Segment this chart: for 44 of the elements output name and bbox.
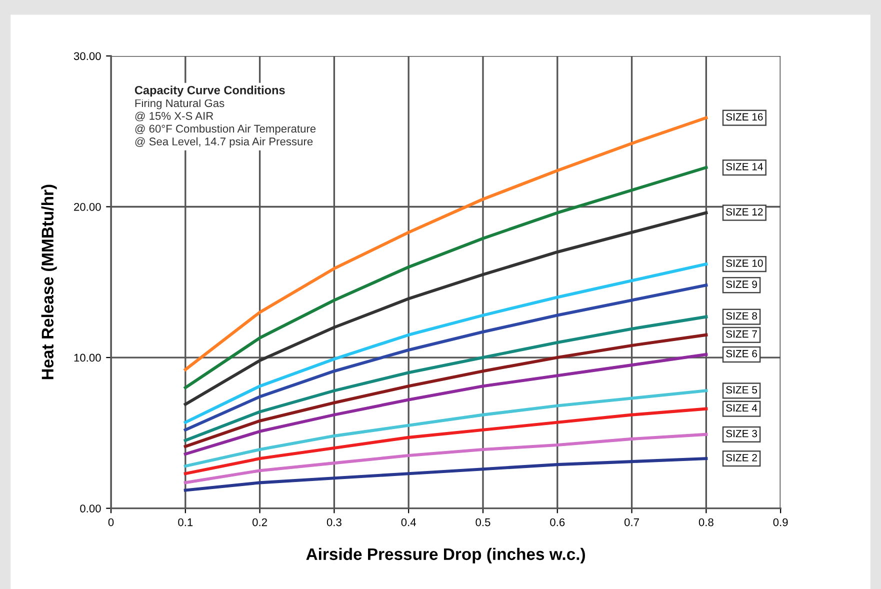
line-series: [184, 389, 708, 468]
line-series: [184, 457, 708, 492]
x-tick-label: 0.8: [698, 518, 714, 526]
x-tick-label: 0: [108, 518, 114, 526]
series-label: SIZE 12: [726, 208, 763, 216]
line-series: [184, 352, 708, 456]
series-label: SIZE 14: [726, 162, 763, 170]
series-label: SIZE 9: [726, 280, 757, 288]
y-tick-label: 30.00: [74, 52, 101, 60]
x-tick-label: 0.1: [178, 518, 193, 526]
annotation: @ 15% X-S AIR: [135, 112, 214, 122]
line-series: [184, 262, 708, 424]
y-tick-label: 10.00: [74, 354, 101, 362]
line-series: [184, 284, 708, 432]
line-series: [184, 315, 708, 442]
x-tick-label: 0.4: [401, 518, 416, 526]
series-label: SIZE 4: [726, 404, 758, 412]
x-tick-label: 0.7: [624, 518, 639, 526]
line-series: [184, 166, 708, 390]
x-tick-label: 0.5: [476, 518, 490, 526]
annotation: Firing Natural Gas: [135, 98, 224, 110]
series-label: SIZE 8: [726, 312, 757, 320]
x-tick-label: 0.2: [252, 518, 267, 526]
series-label: SIZE 10: [726, 259, 763, 267]
y-tick-label: 20.00: [74, 203, 101, 211]
line-series: [184, 407, 708, 476]
line-series: [184, 333, 708, 448]
series-label: SIZE 5: [726, 386, 758, 394]
series-label: SIZE 7: [726, 330, 757, 338]
series-label: SIZE 6: [726, 350, 757, 358]
line-series: [184, 432, 708, 484]
annotation: Capacity Curve Conditions: [134, 86, 285, 97]
annotation: @ 60°F Combustion Air Temperature: [135, 124, 316, 135]
x-axis-title: Airside Pressure Drop (inches w.c.): [306, 548, 585, 564]
line-series: [184, 211, 708, 406]
series-label: SIZE 2: [726, 454, 757, 462]
series-label: SIZE 16: [726, 113, 763, 121]
x-tick-label: 0.9: [773, 518, 788, 526]
y-tick-label: 0.00: [80, 504, 101, 512]
annotation: @ Sea Level, 14.7 psia Air Pressure: [135, 137, 313, 148]
x-tick-label: 0.3: [326, 518, 342, 526]
y-axis-title: Heat Release (MMBtu/hr): [41, 184, 57, 380]
x-tick-label: 0.6: [550, 518, 565, 526]
series-label: SIZE 3: [726, 430, 757, 438]
